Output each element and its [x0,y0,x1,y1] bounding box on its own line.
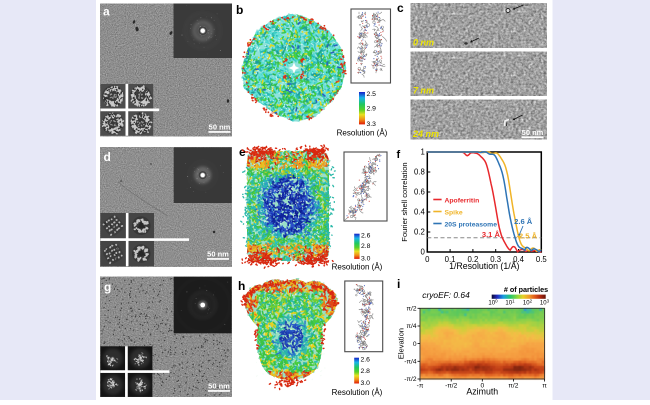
svg-text:2.6: 2.6 [361,357,371,364]
svg-text:Resolution (Å): Resolution (Å) [332,388,383,397]
svg-text:a: a [103,5,110,19]
svg-text:f: f [397,149,401,161]
svg-text:-π/2: -π/2 [404,376,417,383]
svg-text:c: c [397,1,404,15]
svg-text:2.6: 2.6 [361,233,371,240]
svg-text:20S proteasome: 20S proteasome [445,221,498,228]
svg-text:101: 101 [505,298,515,307]
svg-text:24 nm: 24 nm [412,129,439,139]
svg-text:3.1 Å: 3.1 Å [482,230,501,239]
svg-text:i: i [397,277,400,291]
svg-text:0.4: 0.4 [513,255,525,264]
svg-text:0.1: 0.1 [445,255,456,264]
svg-text:2.8: 2.8 [361,368,371,375]
svg-text:3.0: 3.0 [361,380,371,387]
svg-text:0: 0 [480,382,484,389]
svg-text:Resolution (Å): Resolution (Å) [337,128,388,137]
svg-text:d: d [104,150,111,164]
svg-text:50 nm: 50 nm [522,128,544,137]
svg-text:e: e [239,145,246,159]
svg-text:0.8: 0.8 [414,168,425,177]
svg-text:7 nm: 7 nm [413,86,434,96]
svg-text:0.4: 0.4 [414,208,426,217]
svg-text:3.0: 3.0 [361,255,371,262]
svg-text:102: 102 [523,298,533,307]
svg-text:Apoferritin: Apoferritin [445,197,480,204]
svg-text:2.9: 2.9 [367,106,377,113]
svg-text:# of particles: # of particles [504,285,548,294]
svg-text:2.5: 2.5 [367,91,377,98]
svg-text:103: 103 [540,298,550,307]
svg-text:Azimuth: Azimuth [466,386,498,396]
svg-text:0: 0 [413,341,417,348]
svg-text:0.2: 0.2 [467,255,478,264]
svg-text:h: h [238,279,245,293]
svg-text:0.6: 0.6 [414,188,425,197]
svg-text:0.5: 0.5 [536,255,548,264]
svg-text:0.2: 0.2 [414,228,425,237]
svg-text:g: g [104,280,111,294]
svg-text:1: 1 [420,148,424,157]
svg-text:2.8: 2.8 [361,243,371,250]
svg-text:2.5 Å: 2.5 Å [519,231,538,240]
svg-text:50 nm: 50 nm [208,382,230,391]
svg-text:-π/4: -π/4 [404,359,417,366]
svg-text:π/2: π/2 [406,306,416,313]
svg-text:50 nm: 50 nm [209,123,231,132]
svg-text:100: 100 [488,298,498,307]
svg-text:π: π [542,382,547,389]
svg-text:0: 0 [425,255,430,264]
svg-text:0.3: 0.3 [490,255,501,264]
svg-text:1/Resolution (1/Å): 1/Resolution (1/Å) [449,261,519,271]
svg-text:cryoEF: 0.64: cryoEF: 0.64 [422,290,470,300]
svg-text:b: b [236,3,243,17]
svg-text:3.3: 3.3 [367,121,377,128]
svg-text:Resolution (Å): Resolution (Å) [332,262,383,271]
svg-text:π/4: π/4 [406,323,416,330]
svg-text:Spike: Spike [445,209,463,216]
svg-text:Fourier shell correlation: Fourier shell correlation [400,162,409,241]
svg-text:0: 0 [420,248,425,257]
svg-text:50 nm: 50 nm [207,250,229,259]
svg-text:-π/2: -π/2 [445,382,458,389]
svg-text:-π: -π [417,382,424,389]
svg-text:0 nm: 0 nm [413,38,434,48]
svg-text:Elevation: Elevation [397,328,406,359]
svg-text:2.6 Å: 2.6 Å [514,217,533,226]
svg-text:π/2: π/2 [508,382,518,389]
